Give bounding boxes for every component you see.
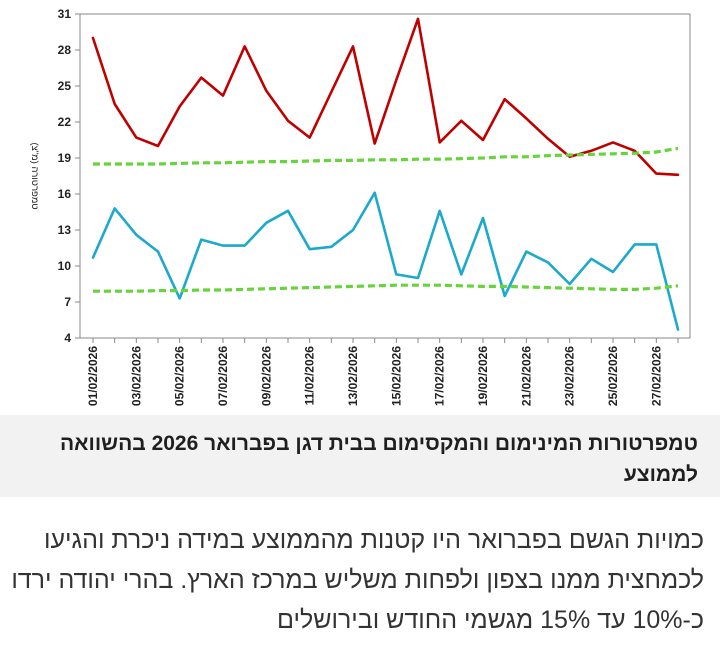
- x-tick-label: 21/02/2026: [519, 346, 533, 406]
- article-paragraph: כמויות הגשם בפברואר היו קטנות מהממוצע במ…: [11, 526, 704, 634]
- figure-caption: טמפרטורות המינימום והמקסימום בבית דגן בפ…: [59, 432, 698, 486]
- x-tick-label: 27/02/2026: [649, 346, 663, 406]
- x-tick-label: 09/02/2026: [259, 346, 273, 406]
- x-tick-label: 05/02/2026: [173, 346, 187, 406]
- x-tick-label: 19/02/2026: [476, 346, 490, 406]
- x-tick-label: 11/02/2026: [303, 346, 317, 406]
- x-tick-label: 07/02/2026: [216, 346, 230, 406]
- x-axis: 01/02/2026 03/02/2026 05/02/2026 07/02/2026…: [86, 338, 679, 406]
- x-tick-label: 01/02/2026: [86, 346, 100, 406]
- avg-max-line: [93, 146, 679, 166]
- avg-min-line: [93, 283, 679, 293]
- y-tick-label: 28: [58, 43, 72, 57]
- y-tick-label: 22: [58, 115, 72, 129]
- y-tick-label: 10: [58, 259, 72, 273]
- x-tick-label: 03/02/2026: [129, 346, 143, 406]
- x-tick-label: 17/02/2026: [433, 346, 447, 406]
- caption-background: [0, 415, 720, 497]
- y-tick-label: 31: [58, 7, 72, 21]
- x-tick-label: 15/02/2026: [389, 346, 403, 406]
- min-temp-line: [91, 191, 680, 331]
- y-tick-label: 25: [58, 79, 72, 93]
- y-axis-label: טמפרטורה (מ"צ): [29, 142, 40, 209]
- x-tick-label: 23/02/2026: [563, 346, 577, 406]
- series-layer: [91, 17, 680, 331]
- y-tick-label: 7: [64, 295, 71, 309]
- y-tick-label: 4: [64, 331, 71, 345]
- y-axis: 4 7 10 13 16 19 22 25 28 31: [58, 7, 80, 345]
- y-tick-label: 19: [58, 151, 72, 165]
- x-tick-label: 25/02/2026: [606, 346, 620, 406]
- chart-figure: 4 7 10 13 16 19 22 25 28 31 01/02/2026 03/02/2026 0…: [29, 7, 691, 406]
- y-tick-label: 13: [58, 223, 72, 237]
- y-tick-label: 16: [58, 187, 72, 201]
- x-tick-label: 13/02/2026: [346, 346, 360, 406]
